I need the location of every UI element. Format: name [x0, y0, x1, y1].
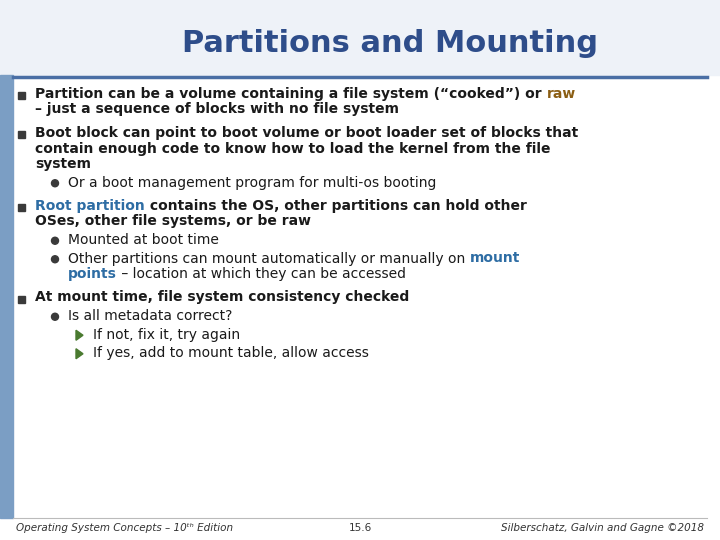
Circle shape [52, 237, 58, 244]
Text: 15.6: 15.6 [348, 523, 372, 533]
Text: Operating System Concepts – 10ᵗʰ Edition: Operating System Concepts – 10ᵗʰ Edition [16, 523, 233, 533]
Text: – just a sequence of blocks with no file system: – just a sequence of blocks with no file… [35, 103, 399, 117]
Text: Mounted at boot time: Mounted at boot time [68, 233, 219, 247]
Text: If yes, add to mount table, allow access: If yes, add to mount table, allow access [93, 346, 369, 360]
Text: – location at which they can be accessed: – location at which they can be accessed [117, 267, 406, 281]
Bar [0, 0, 720, 75]
Text: points: points [68, 267, 117, 281]
Bar [18, 92, 25, 99]
Bar [0, 75, 13, 518]
Text: At mount time, file system consistency checked: At mount time, file system consistency c… [35, 291, 409, 305]
Circle shape [52, 256, 58, 263]
Text: Is all metadata correct?: Is all metadata correct? [68, 309, 233, 323]
Text: OSes, other file systems, or be raw: OSes, other file systems, or be raw [35, 214, 311, 228]
Text: Partitions and Mounting: Partitions and Mounting [182, 29, 598, 57]
Text: If not, fix it, try again: If not, fix it, try again [93, 327, 240, 341]
Text: Boot block can point to boot volume or boot loader set of blocks that: Boot block can point to boot volume or b… [35, 126, 578, 140]
Text: system: system [35, 157, 91, 171]
Text: contains the OS, other partitions can hold other: contains the OS, other partitions can ho… [145, 199, 526, 213]
Text: Or a boot management program for multi-os booting: Or a boot management program for multi-o… [68, 176, 436, 190]
Text: mount: mount [469, 252, 520, 266]
Text: Partition can be a volume containing a file system (“cooked”) or: Partition can be a volume containing a f… [35, 87, 546, 101]
Circle shape [52, 180, 58, 187]
Bar [18, 131, 25, 138]
Polygon shape [76, 349, 83, 359]
Circle shape [52, 313, 58, 320]
Bar [18, 204, 25, 211]
Bar [18, 296, 25, 303]
Text: Other partitions can mount automatically or manually on: Other partitions can mount automatically… [68, 252, 469, 266]
Text: raw: raw [546, 87, 576, 101]
Text: contain enough code to know how to load the kernel from the file: contain enough code to know how to load … [35, 141, 551, 156]
Text: Root partition: Root partition [35, 199, 145, 213]
Polygon shape [76, 330, 83, 340]
Text: Silberschatz, Galvin and Gagne ©2018: Silberschatz, Galvin and Gagne ©2018 [501, 523, 704, 533]
